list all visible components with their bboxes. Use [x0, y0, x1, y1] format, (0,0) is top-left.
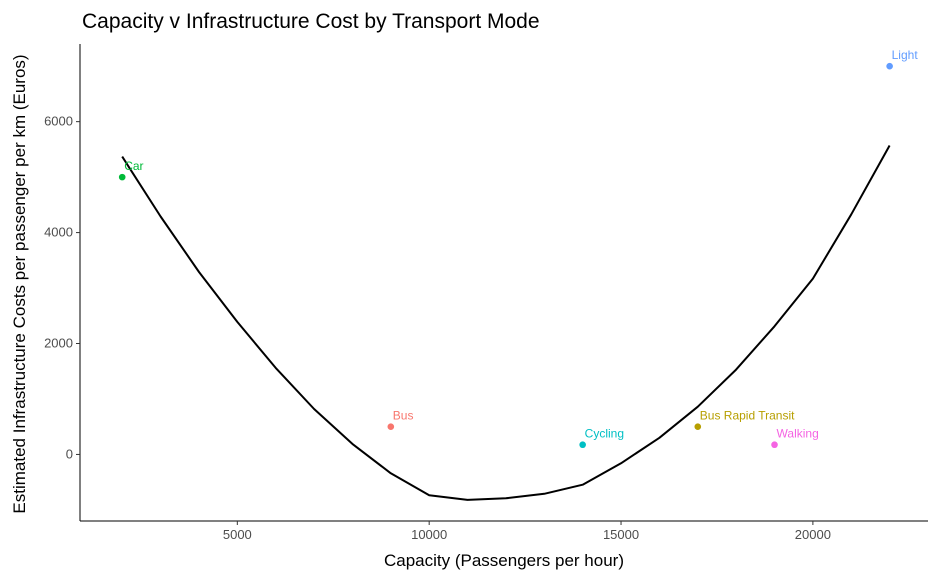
y-tick-label: 2000: [44, 336, 73, 351]
point-label-bus: Bus: [393, 409, 414, 423]
y-tick-label: 4000: [44, 225, 73, 240]
point-cycling: [579, 441, 586, 449]
x-tick-label: 15000: [603, 527, 639, 542]
point-label-light: Light: [892, 48, 919, 62]
x-tick-label: 5000: [223, 527, 252, 542]
x-tick-label: 10000: [411, 527, 447, 542]
y-axis-label: Estimated Infrastructure Costs per passe…: [10, 54, 29, 513]
point-label-cycling: Cycling: [585, 427, 624, 441]
x-axis-label: Capacity (Passengers per hour): [384, 551, 624, 570]
point-label-car: Car: [124, 159, 143, 173]
point-light: [886, 62, 893, 70]
point-car: [118, 173, 126, 181]
point-bus: [387, 423, 395, 431]
point-bus-rapid-transit: [694, 423, 702, 431]
y-tick-label: 0: [66, 446, 73, 461]
point-walking: [771, 441, 778, 449]
point-label-walking: Walking: [777, 427, 819, 441]
y-tick-label: 6000: [44, 114, 73, 129]
point-label-bus-rapid-transit: Bus Rapid Transit: [700, 409, 795, 423]
x-tick-label: 20000: [795, 527, 831, 542]
fit-curve: [121, 145, 891, 501]
chart-title: Capacity v Infrastructure Cost by Transp…: [82, 10, 540, 33]
plot-area: 5000 10000 15000 20000 0 2000 4000 6000 Car Bus Cy…: [44, 44, 928, 542]
